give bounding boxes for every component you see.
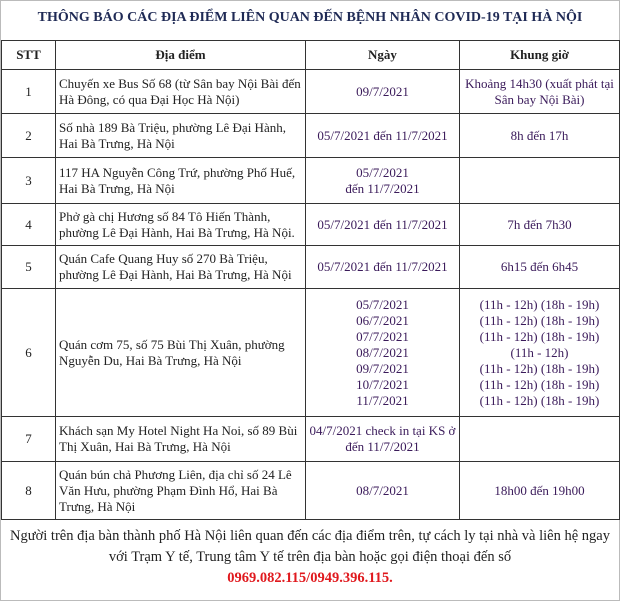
- cell-place: Quán bún chả Phương Liên, địa chỉ số 24 …: [55, 461, 306, 520]
- header-place: Địa điểm: [55, 40, 306, 70]
- page-title: THÔNG BÁO CÁC ĐỊA ĐIỂM LIÊN QUAN ĐẾN BỆN…: [37, 10, 583, 25]
- time-line: 6h15 đến 6h45: [500, 259, 579, 274]
- time-line: 7h đến 7h30: [507, 216, 572, 232]
- cell-time: 18h00 đến 19h00: [459, 461, 620, 520]
- cell-stt: 5: [1, 245, 56, 289]
- cell-stt: 7: [1, 416, 56, 462]
- header-time: Khung giờ: [459, 40, 620, 70]
- hotline-phone: 0969.082.115/0949.396.115.: [227, 570, 393, 586]
- date-line: 08/7/2021: [356, 482, 409, 498]
- cell-place: Phở gà chị Hương số 84 Tô Hiến Thành, ph…: [55, 203, 306, 246]
- cell-stt: 3: [1, 157, 56, 204]
- cell-stt: 4: [1, 203, 56, 246]
- date-line: 11/7/2021: [356, 392, 409, 408]
- cell-place: Chuyến xe Bus Số 68 (từ Sân bay Nội Bài …: [55, 69, 306, 114]
- date-line: đến 11/7/2021: [345, 439, 420, 454]
- cell-stt: 8: [1, 461, 56, 520]
- date-line: 05/7/2021: [356, 164, 409, 180]
- time-line: (11h - 12h) (18h - 19h): [479, 328, 600, 344]
- time-line: 8h đến 17h: [510, 127, 569, 143]
- cell-date: 05/7/2021 06/7/2021 07/7/2021 08/7/2021 09/7…: [305, 288, 460, 417]
- table-row: 6 Quán cơm 75, số 75 Bùi Thị Xuân, phường…: [1, 288, 620, 417]
- cell-time: [459, 416, 620, 462]
- cell-date: 05/7/2021 đến 11/7/2021: [305, 203, 460, 246]
- time-line: (11h - 12h) (18h - 19h): [479, 296, 600, 312]
- date-line: 08/7/2021: [356, 344, 409, 360]
- cell-place: Quán cơm 75, số 75 Bùi Thị Xuân, phường …: [55, 288, 306, 417]
- locations-table: STT Địa điểm Ngày Khung giờ 1 Chuyến xe B…: [1, 40, 620, 520]
- table-body: 1 Chuyến xe Bus Số 68 (từ Sân bay Nội Bài…: [1, 69, 620, 520]
- footer-text: Người trên địa bàn thành phố Hà Nội liên…: [10, 528, 610, 565]
- table-row: 3 117 HA Nguyễn Công Trứ, phường Phố Huế,…: [1, 157, 620, 204]
- cell-place: 117 HA Nguyễn Công Trứ, phường Phố Huế, …: [55, 157, 306, 204]
- table-row: 8 Quán bún chả Phương Liên, địa chỉ số 24…: [1, 461, 620, 520]
- cell-place: Số nhà 189 Bà Triệu, phường Lê Đại Hành,…: [55, 113, 306, 158]
- cell-date: 05/7/2021 đến 11/7/2021: [305, 113, 460, 158]
- cell-place: Quán Cafe Quang Huy số 270 Bà Triệu, phư…: [55, 245, 306, 289]
- time-line: (11h - 12h) (18h - 19h): [479, 392, 600, 408]
- date-line: 04/7/2021 check in tại KS ở: [309, 423, 456, 438]
- cell-stt: 1: [1, 69, 56, 114]
- header-date: Ngày: [305, 40, 460, 70]
- date-line: 05/7/2021: [356, 296, 409, 312]
- date-line: 05/7/2021 đến 11/7/2021: [317, 216, 448, 232]
- cell-place: Khách sạn My Hotel Night Ha Noi, số 89 B…: [55, 416, 306, 462]
- table-row: 2 Số nhà 189 Bà Triệu, phường Lê Đại Hành…: [1, 113, 620, 158]
- cell-stt: 6: [1, 288, 56, 417]
- cell-date: 05/7/2021 đến 11/7/2021: [305, 157, 460, 204]
- cell-date: 04/7/2021 check in tại KS ở đến 11/7/2021: [305, 416, 460, 462]
- date-line: 10/7/2021: [356, 376, 409, 392]
- footer-notice: Người trên địa bàn thành phố Hà Nội liên…: [1, 526, 619, 593]
- cell-date: 05/7/2021 đến 11/7/2021: [305, 245, 460, 289]
- table-row: 7 Khách sạn My Hotel Night Ha Noi, số 89 …: [1, 416, 620, 462]
- time-line: Khoảng 14h30 (xuất phát tại Sân bay Nội …: [465, 75, 614, 107]
- cell-date: 08/7/2021: [305, 461, 460, 520]
- cell-stt: 2: [1, 113, 56, 158]
- time-line: 18h00 đến 19h00: [494, 482, 585, 498]
- cell-time: (11h - 12h) (18h - 19h) (11h - 12h) (18h …: [459, 288, 620, 417]
- date-line: 09/7/2021: [356, 360, 409, 376]
- date-line: 05/7/2021 đến 11/7/2021: [317, 127, 448, 143]
- cell-date: 09/7/2021: [305, 69, 460, 114]
- time-line: (11h - 12h) (18h - 19h): [479, 376, 600, 392]
- cell-time: 7h đến 7h30: [459, 203, 620, 246]
- table-header-row: STT Địa điểm Ngày Khung giờ: [1, 40, 620, 70]
- time-line: (11h - 12h) (18h - 19h): [479, 360, 600, 376]
- date-line: đến 11/7/2021: [345, 180, 420, 196]
- cell-time: [459, 157, 620, 204]
- cell-time: 8h đến 17h: [459, 113, 620, 158]
- header-stt: STT: [1, 40, 56, 70]
- table-row: 1 Chuyến xe Bus Số 68 (từ Sân bay Nội Bài…: [1, 69, 620, 114]
- cell-time: Khoảng 14h30 (xuất phát tại Sân bay Nội …: [459, 69, 620, 114]
- time-line: (11h - 12h) (18h - 19h): [479, 312, 600, 328]
- cell-time: 6h15 đến 6h45: [459, 245, 620, 289]
- time-line: (11h - 12h): [510, 344, 569, 360]
- table-row: 5 Quán Cafe Quang Huy số 270 Bà Triệu, ph…: [1, 245, 620, 289]
- table-row: 4 Phở gà chị Hương số 84 Tô Hiến Thành, p…: [1, 203, 620, 246]
- date-line: 05/7/2021 đến 11/7/2021: [317, 259, 448, 274]
- date-line: 07/7/2021: [356, 328, 409, 344]
- date-line: 09/7/2021: [356, 83, 409, 99]
- date-line: 06/7/2021: [356, 312, 409, 328]
